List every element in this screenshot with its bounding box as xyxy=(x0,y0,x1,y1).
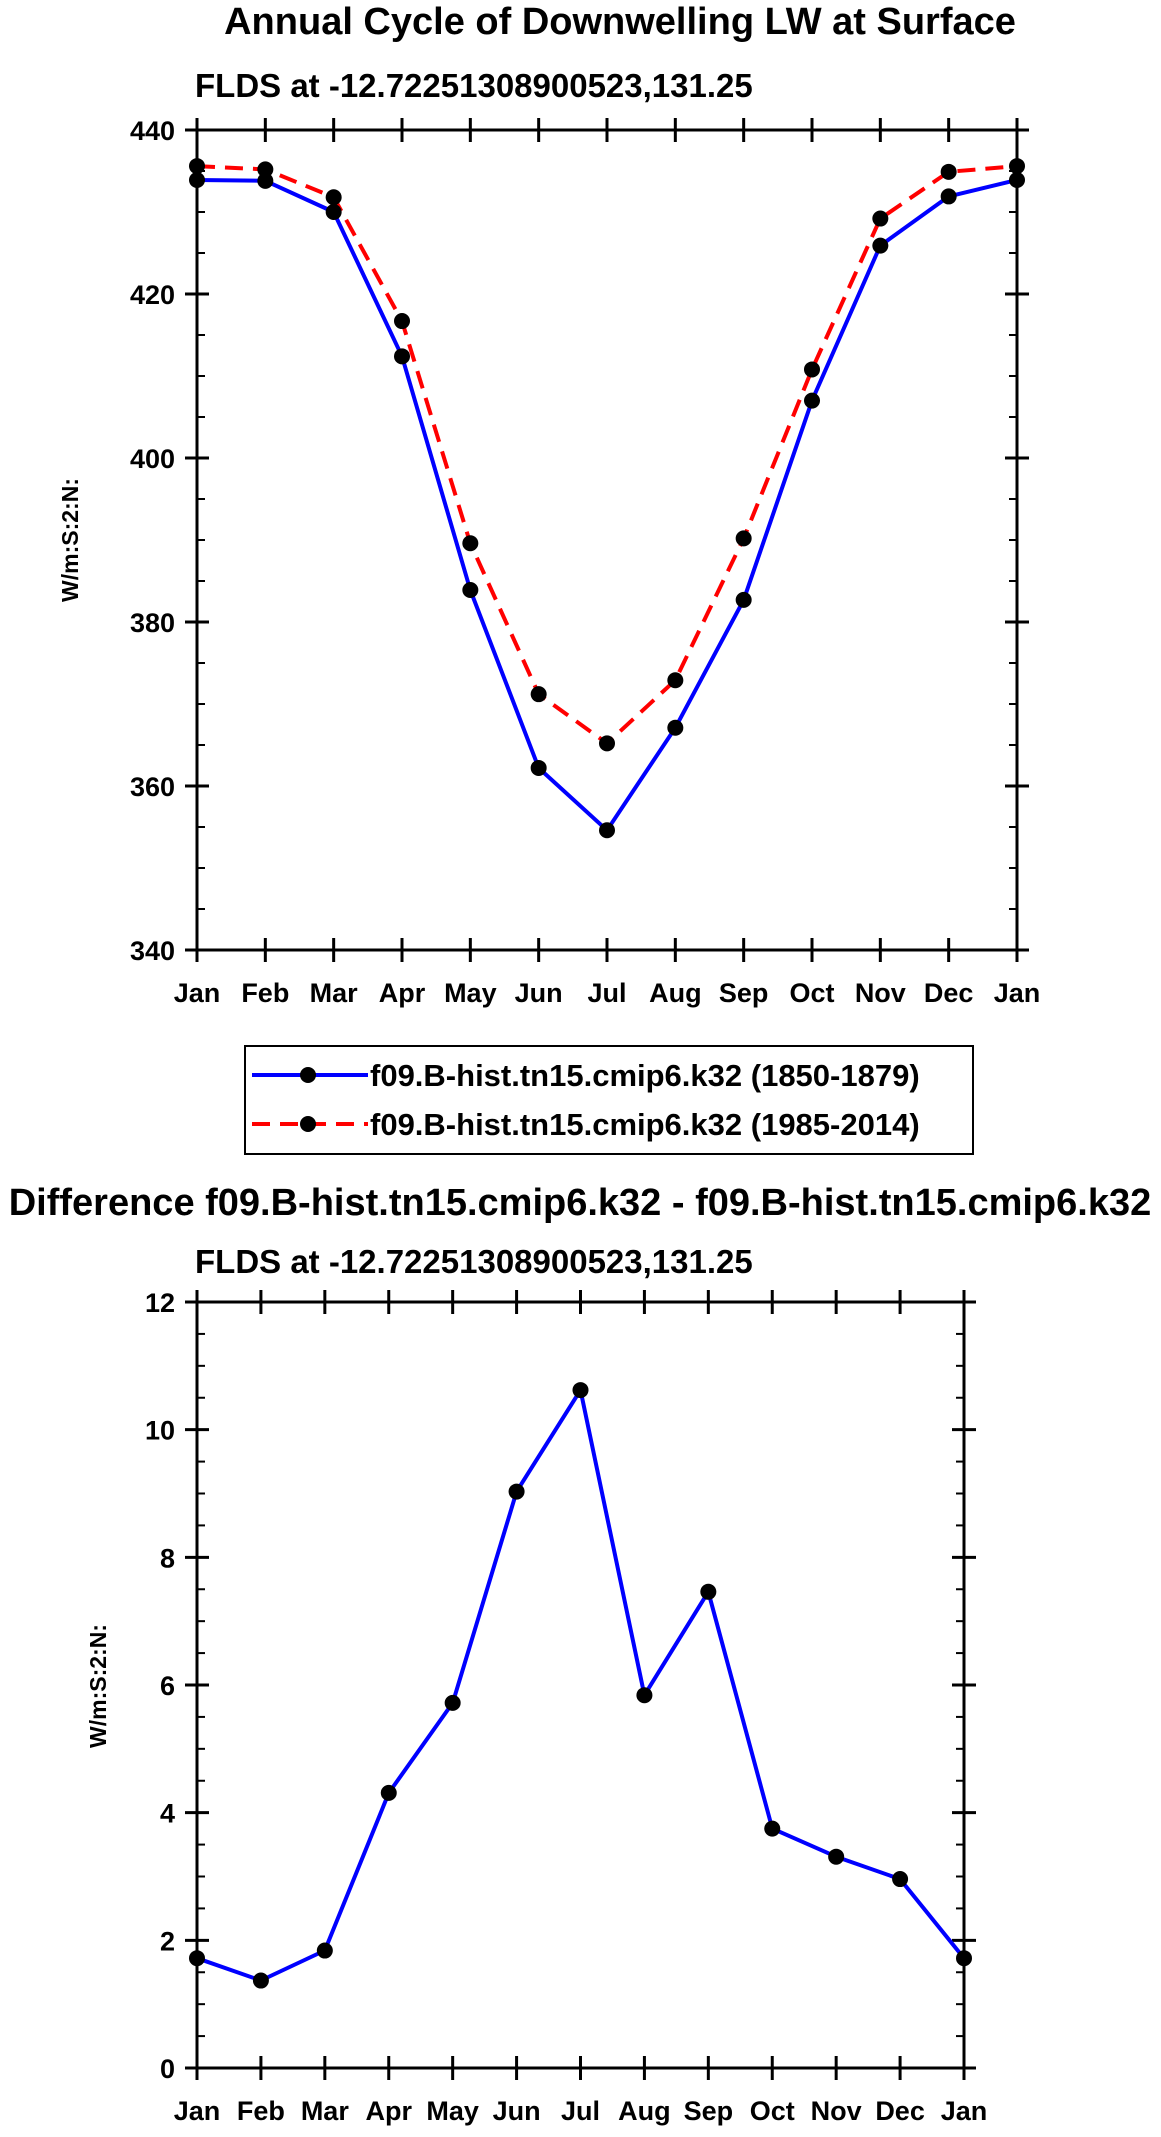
top-series-2-point xyxy=(1009,158,1025,175)
top-xtick-label: Apr xyxy=(379,978,426,1008)
top-xtick-label: Mar xyxy=(310,978,359,1008)
bottom-ytick-label: 2 xyxy=(160,1926,175,1956)
bottom-xtick-label: Sep xyxy=(684,2096,734,2126)
top-series-2-point xyxy=(940,163,957,180)
bottom-xtick-label: Oct xyxy=(750,2096,795,2126)
bottom-xtick-label: Jan xyxy=(174,2096,221,2126)
bottom-xtick-label: Jul xyxy=(561,2096,600,2126)
bottom-series-1-point xyxy=(189,1950,205,1967)
legend-label-series-1: f09.B-hist.tn15.cmip6.k32 (1850-1879) xyxy=(370,1058,920,1093)
top-plot-area: 340 360 380 400 420 440 Jan Feb Mar Apr May Jun Jul A… xyxy=(130,116,1040,1008)
top-xtick-label: May xyxy=(444,978,497,1008)
bottom-xtick-label: Jun xyxy=(493,2096,541,2126)
legend-marker-series-1 xyxy=(300,1067,316,1083)
legend: f09.B-hist.tn15.cmip6.k32 (1850-1879) f0… xyxy=(244,1045,974,1155)
top-series-2-point xyxy=(872,210,889,227)
bottom-series-1-point xyxy=(828,1848,845,1865)
top-xtick-label: Jan xyxy=(994,978,1041,1008)
bottom-xtick-label: May xyxy=(426,2096,479,2126)
top-series-1-point xyxy=(462,582,479,599)
bottom-ytick-label: 8 xyxy=(160,1543,175,1573)
top-series-1-point xyxy=(1009,172,1025,189)
bottom-series-1-point xyxy=(572,1382,589,1399)
top-chart-ylabel: W/m:S:2:N: xyxy=(57,478,83,602)
top-series-2-point xyxy=(462,535,479,552)
bottom-series-1-point xyxy=(508,1483,525,1500)
bottom-ytick-label: 12 xyxy=(145,1288,175,1318)
top-series-2-point xyxy=(530,686,547,703)
bottom-series-1-point xyxy=(764,1820,781,1837)
top-xtick-label: Oct xyxy=(789,978,834,1008)
top-xtick-label: Dec xyxy=(924,978,974,1008)
bottom-series-1-point xyxy=(444,1694,461,1711)
bottom-series-1-point xyxy=(700,1583,717,1600)
top-xtick-label: Jun xyxy=(515,978,563,1008)
bottom-series-1-point xyxy=(956,1950,972,1967)
bottom-series-line-1 xyxy=(196,1388,966,1983)
bottom-xtick-label: Nov xyxy=(811,2096,862,2126)
top-series-1-point xyxy=(257,172,274,189)
top-ytick-label: 400 xyxy=(130,444,175,474)
top-xtick-label: Jan xyxy=(174,978,221,1008)
top-series-1-point xyxy=(189,172,205,189)
top-series-2-point xyxy=(804,361,820,378)
bottom-xtick-label: Feb xyxy=(237,2096,285,2126)
top-series-1-point xyxy=(530,759,547,776)
top-series-1-point xyxy=(394,348,410,365)
bottom-series-1-point xyxy=(892,1871,909,1888)
bottom-xtick-label: Aug xyxy=(618,2096,670,2126)
top-series-2-point xyxy=(735,530,752,547)
top-ytick-label: 440 xyxy=(130,116,175,146)
bottom-ytick-label: 6 xyxy=(160,1671,175,1701)
bottom-chart-subtitle: FLDS at -12.72251308900523,131.25 xyxy=(195,1243,753,1280)
bottom-ytick-label: 0 xyxy=(160,2054,175,2084)
bottom-series-1-point xyxy=(252,1972,269,1989)
top-xtick-label: Sep xyxy=(719,978,769,1008)
top-series-1-point xyxy=(940,188,957,205)
top-series-2-point xyxy=(189,158,205,175)
top-xtick-label: Aug xyxy=(649,978,701,1008)
top-series-1-point xyxy=(325,204,342,220)
top-xtick-label: Nov xyxy=(855,978,906,1008)
top-series-2-point xyxy=(599,735,615,752)
top-xtick-label: Jul xyxy=(587,978,626,1008)
bottom-series-1-point xyxy=(316,1942,333,1959)
top-series-2-point xyxy=(325,189,342,206)
top-series-1-point xyxy=(872,237,889,254)
bottom-series-1-point xyxy=(636,1687,653,1704)
top-ytick-label: 420 xyxy=(130,280,175,310)
top-ytick-label: 340 xyxy=(130,936,175,966)
bottom-xtick-label: Mar xyxy=(301,2096,350,2126)
top-chart-title: Annual Cycle of Downwelling LW at Surfac… xyxy=(224,1,1016,43)
bottom-ytick-label: 4 xyxy=(160,1799,175,1829)
legend-label-series-2: f09.B-hist.tn15.cmip6.k32 (1985-2014) xyxy=(370,1107,920,1142)
top-ytick-label: 380 xyxy=(130,608,175,638)
top-chart-subtitle: FLDS at -12.72251308900523,131.25 xyxy=(195,67,753,104)
top-series-2-point xyxy=(394,313,410,330)
bottom-ytick-label: 10 xyxy=(145,1416,175,1446)
bottom-xtick-label: Jan xyxy=(941,2096,988,2126)
bottom-plot-frame xyxy=(195,1300,966,2070)
bottom-series-1-point xyxy=(380,1784,397,1801)
top-ytick-label: 360 xyxy=(130,772,175,802)
top-series-line-1 xyxy=(196,178,1018,833)
bottom-plot-area: 0 2 4 6 8 10 12 Jan Feb Mar Apr May Jun Jul Aug Sep Oct N… xyxy=(145,1288,987,2126)
bottom-chart-title: Difference f09.B-hist.tn15.cmip6.k32 - f… xyxy=(9,1182,1152,1224)
bottom-xtick-label: Apr xyxy=(366,2096,413,2126)
top-series-1-point xyxy=(599,822,615,839)
top-series-2-point xyxy=(667,672,684,689)
legend-box xyxy=(244,1045,974,1155)
top-series-1-point xyxy=(667,719,684,736)
top-series-1-point xyxy=(735,591,752,608)
top-xtick-label: Feb xyxy=(241,978,289,1008)
bottom-xtick-label: Dec xyxy=(875,2096,925,2126)
legend-marker-series-2 xyxy=(300,1116,316,1132)
top-series-1-point xyxy=(804,392,820,409)
bottom-chart-ylabel: W/m:S:2:N: xyxy=(85,1624,111,1748)
top-series-line-2 xyxy=(196,164,1018,746)
top-series-2-point xyxy=(257,161,274,178)
